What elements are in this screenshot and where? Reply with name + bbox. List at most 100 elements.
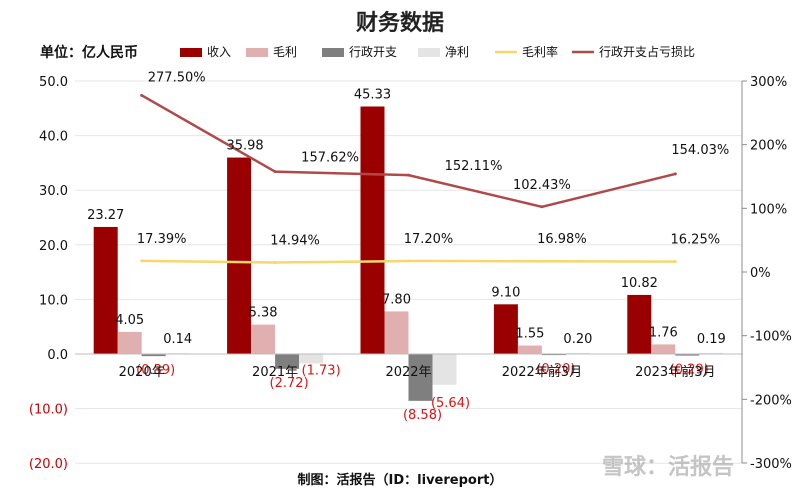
bar-净利-3 <box>565 352 590 354</box>
right-tick-label: 0% <box>750 266 771 281</box>
data-label-净利-2: (5.64) <box>431 396 470 411</box>
data-label-净利-3: 0.20 <box>563 332 592 347</box>
point-毛利率-1 <box>273 260 277 264</box>
axes: 50.0 40.0 30.0 20.0 10.0 0.0 (10.0) (20.0) 300% 2… <box>29 75 792 472</box>
bar-毛利-3 <box>517 345 542 354</box>
left-tick-label: (20.0) <box>29 457 68 472</box>
bar-毛利-1 <box>251 324 276 354</box>
data-label-毛利率-0: 17.39% <box>137 232 187 247</box>
data-label-净利-1: (1.73) <box>302 364 341 379</box>
data-label-行政开支-2: (8.58) <box>403 408 442 423</box>
bar-毛利-2 <box>384 311 409 354</box>
point-毛利率-4 <box>673 260 677 264</box>
right-tick-label: 300% <box>750 75 787 90</box>
data-label-收入-2: 45.33 <box>354 87 391 102</box>
data-label-毛利-3: 1.55 <box>515 327 544 342</box>
bar-收入-2 <box>360 106 385 354</box>
right-tick-label: 200% <box>750 139 787 154</box>
data-label-净利-4: 0.19 <box>697 332 726 347</box>
data-label-收入-3: 9.10 <box>491 285 520 300</box>
point-行政开支占亏损比-2 <box>407 173 410 177</box>
point-行政开支占亏损比-0 <box>140 93 144 97</box>
left-tick-label: 30.0 <box>39 184 68 199</box>
data-label-行政开支占亏损比-3: 102.43% <box>513 178 571 193</box>
right-tick-label: -300% <box>750 457 792 472</box>
right-tick-label: 100% <box>750 202 787 217</box>
left-tick-label: 20.0 <box>39 239 68 254</box>
unit-label: 单位：亿人民币 <box>40 44 138 61</box>
left-tick-label: (10.0) <box>29 403 68 418</box>
data-label-收入-4: 10.82 <box>621 276 658 291</box>
legend-label-2: 行政开支 <box>349 45 397 59</box>
data-label-毛利-2: 7.80 <box>382 292 411 307</box>
point-毛利率-3 <box>540 259 544 263</box>
bar-series <box>93 106 724 401</box>
left-tick-label: 40.0 <box>39 130 68 145</box>
bar-收入-4 <box>627 294 652 354</box>
legend-swatch-0 <box>180 48 202 57</box>
legend-label-4: 毛利率 <box>522 44 558 59</box>
legend-swatch-1 <box>246 48 268 57</box>
bar-毛利-4 <box>651 344 676 354</box>
category-label-2: 2022年 <box>385 365 431 380</box>
data-label-行政开支占亏损比-2: 152.11% <box>445 159 503 174</box>
bar-净利-4 <box>699 352 724 354</box>
data-label-毛利率-4: 16.25% <box>671 233 721 248</box>
left-tick-label: 10.0 <box>39 293 68 308</box>
data-label-收入-0: 23.27 <box>87 208 124 223</box>
right-tick-label: -100% <box>750 330 792 345</box>
data-label-毛利-0: 4.05 <box>115 313 144 328</box>
line-series <box>140 93 677 264</box>
bar-收入-3 <box>493 304 518 354</box>
data-label-毛利率-2: 17.20% <box>404 232 454 247</box>
legend-label-3: 净利 <box>445 45 469 59</box>
legend-swatch-3 <box>418 48 440 57</box>
bar-行政开支-3 <box>541 354 566 356</box>
category-label-1: 2021年 <box>252 365 298 380</box>
data-labels: 23.27 35.98 45.33 9.10 10.82 4.05 5.38 7.80 1.55… <box>87 70 729 423</box>
grid-lines <box>75 80 742 464</box>
bar-收入-0 <box>93 226 118 354</box>
bar-净利-1 <box>299 354 324 364</box>
category-label-3: 2022年前3月 <box>502 364 582 380</box>
left-tick-label: 0.0 <box>47 348 68 363</box>
bar-行政开支-0 <box>141 354 166 357</box>
data-label-收入-1: 35.98 <box>226 139 263 154</box>
data-label-行政开支-0: (0.39) <box>136 363 175 378</box>
data-label-毛利-4: 1.76 <box>649 325 678 340</box>
footer-credit: 制图：活报告（ID：livereport） <box>298 472 503 488</box>
left-tick-label: 50.0 <box>39 75 68 90</box>
legend-swatch-2 <box>322 48 344 57</box>
bar-行政开支-1 <box>275 354 300 369</box>
right-tick-label: -200% <box>750 393 792 408</box>
point-行政开支占亏损比-4 <box>673 172 677 176</box>
chart-title: 财务数据 <box>356 10 444 36</box>
data-label-行政开支-1: (2.72) <box>270 376 309 391</box>
bar-行政开支-4 <box>675 354 700 356</box>
data-label-行政开支-4: (0.29) <box>670 363 709 378</box>
data-label-行政开支-3: (0.20) <box>536 362 575 377</box>
legend-label-1: 毛利 <box>273 45 297 59</box>
point-行政开支占亏损比-1 <box>273 170 277 174</box>
legend-label-5: 行政开支占亏损比 <box>599 44 695 59</box>
data-label-行政开支占亏损比-4: 154.03% <box>671 143 729 158</box>
data-label-净利-0: 0.14 <box>163 332 192 347</box>
bar-净利-2 <box>432 354 457 385</box>
legend-label-0: 收入 <box>207 45 231 59</box>
data-label-毛利率-1: 14.94% <box>270 233 320 248</box>
data-label-毛利-1: 5.38 <box>249 306 278 321</box>
watermark: 雪球：活报告 <box>602 455 734 480</box>
point-毛利率-0 <box>140 259 144 263</box>
point-行政开支占亏损比-3 <box>540 205 544 209</box>
data-label-行政开支占亏损比-1: 157.62% <box>301 151 359 166</box>
data-label-毛利率-3: 16.98% <box>537 232 587 247</box>
legend: 收入 毛利 行政开支 净利 毛利率 行政开支占亏损比 <box>180 44 695 59</box>
bar-收入-1 <box>227 157 252 354</box>
bar-毛利-0 <box>117 331 142 354</box>
category-label-0: 2020年 <box>119 365 165 380</box>
data-label-行政开支占亏损比-0: 277.50% <box>148 70 206 85</box>
point-毛利率-2 <box>407 259 410 263</box>
category-label-4: 2023年前3月 <box>635 364 715 380</box>
